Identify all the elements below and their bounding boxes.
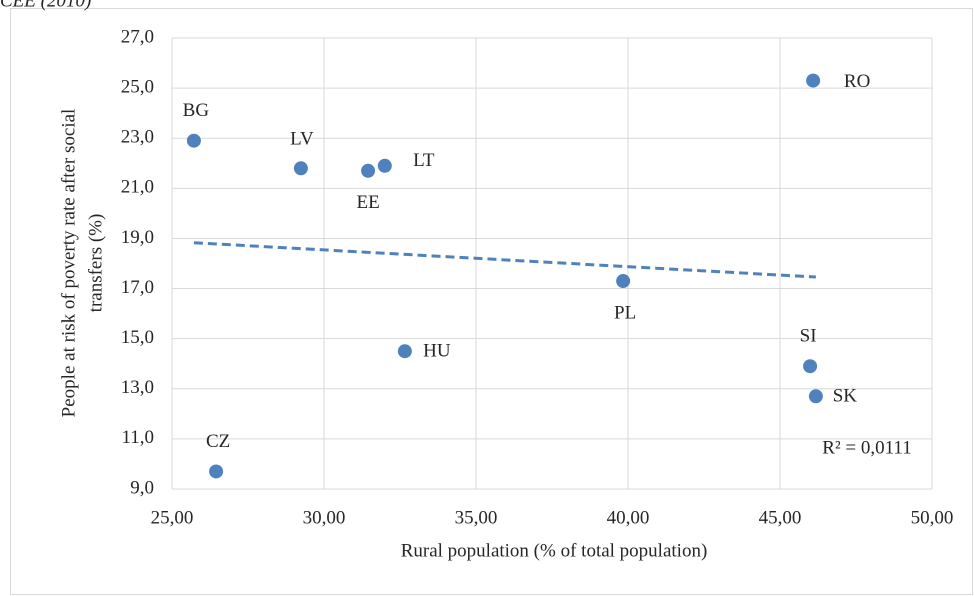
point: [806, 73, 821, 88]
point-label: LV: [290, 129, 314, 150]
x-tick-label: 30,00: [303, 507, 346, 528]
trendline: [193, 241, 816, 279]
point-label: BG: [183, 100, 210, 121]
x-tick-label: 25,00: [151, 507, 194, 528]
point: [361, 163, 376, 178]
point: [209, 464, 224, 479]
y-axis-label: People at risk of poverty rate after soc…: [58, 109, 79, 418]
y-tick-label: 27,0: [121, 26, 154, 47]
point: [186, 133, 201, 148]
point-label: RO: [844, 71, 870, 92]
point-label: LT: [413, 150, 435, 171]
y-tick-label: 21,0: [121, 177, 154, 198]
y-tick-label: 11,0: [121, 427, 154, 448]
point-label: SK: [833, 386, 858, 407]
y-tick-label: 25,0: [121, 76, 154, 97]
point-label: CZ: [206, 431, 230, 452]
chart-border: [10, 8, 973, 595]
x-tick-label: 35,00: [455, 507, 498, 528]
point: [293, 161, 308, 176]
y-tick-label: 15,0: [121, 327, 154, 348]
point: [803, 359, 818, 374]
r-squared: R² = 0,0111: [822, 437, 911, 458]
y-tick-label: 13,0: [121, 377, 154, 398]
point-label: HU: [423, 341, 451, 362]
y-tick-label: 19,0: [121, 227, 154, 248]
point-label: PL: [614, 302, 636, 323]
point: [397, 344, 412, 359]
x-axis-label: Rural population (% of total population): [401, 540, 708, 561]
point: [616, 274, 631, 289]
x-tick-label: 40,00: [607, 507, 650, 528]
point-label: EE: [356, 192, 379, 213]
point: [808, 389, 823, 404]
y-axis-label: transfers (%): [85, 214, 106, 313]
point: [377, 158, 392, 173]
x-tick-label: 50,00: [911, 507, 954, 528]
y-tick-label: 9,0: [130, 477, 154, 498]
chart-title: CEE (2010): [0, 0, 91, 11]
x-tick-label: 45,00: [759, 507, 802, 528]
y-tick-label: 17,0: [121, 277, 154, 298]
point-label: SI: [800, 326, 817, 347]
y-tick-label: 23,0: [121, 127, 154, 148]
